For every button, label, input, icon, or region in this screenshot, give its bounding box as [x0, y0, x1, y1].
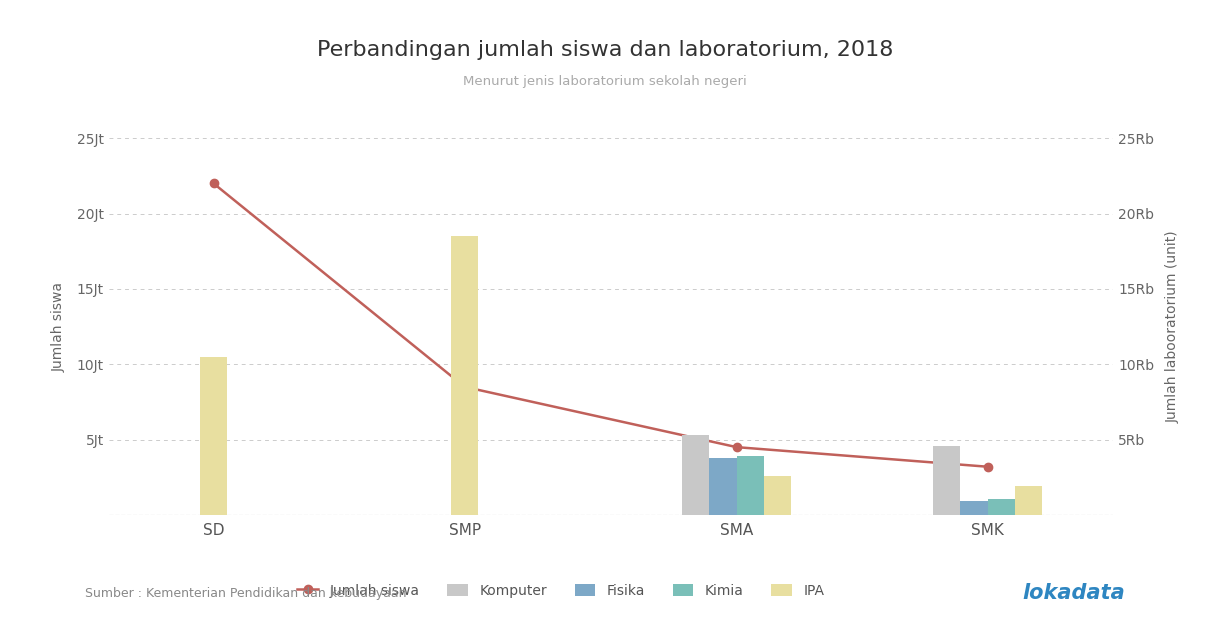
Bar: [987, 499, 1015, 515]
Bar: [709, 458, 737, 515]
Text: Sumber : Kementerian Pendidikan dan kebudayaan: Sumber : Kementerian Pendidikan dan kebu…: [85, 587, 407, 600]
Y-axis label: Jumlah labooratorium (unit): Jumlah labooratorium (unit): [1165, 230, 1180, 423]
Bar: [764, 476, 791, 515]
Bar: [451, 236, 478, 515]
Text: lokadata: lokadata: [1022, 583, 1125, 604]
Y-axis label: Jumlah siswa: Jumlah siswa: [52, 281, 65, 372]
Legend: Jumlah siswa, Komputer, Fisika, Kimia, IPA: Jumlah siswa, Komputer, Fisika, Kimia, I…: [292, 578, 830, 604]
Bar: [1015, 486, 1042, 515]
Bar: [682, 435, 709, 515]
Text: Menurut jenis laboratorium sekolah negeri: Menurut jenis laboratorium sekolah neger…: [463, 75, 747, 88]
Bar: [961, 501, 987, 515]
Bar: [737, 456, 764, 515]
Text: Perbandingan jumlah siswa dan laboratorium, 2018: Perbandingan jumlah siswa dan laboratori…: [317, 40, 893, 60]
Bar: [933, 446, 961, 515]
Bar: [200, 357, 227, 515]
